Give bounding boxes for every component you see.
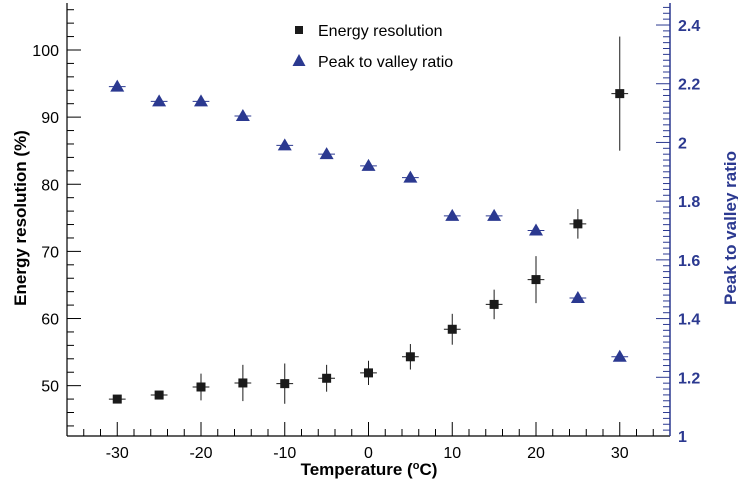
y-tick-label: 60 [41,312,59,329]
energy-point [154,390,164,400]
legend-label-energy: Energy resolution [318,23,443,40]
peak-point [403,170,418,183]
peak-point [445,208,460,221]
energy-point [573,219,583,229]
energy-point [615,89,625,99]
legend-marker-energy [295,26,303,34]
x-tick-label: -30 [106,445,129,462]
energy-point [280,379,290,389]
y-tick-label: 50 [41,379,59,396]
peak-point [529,223,543,236]
energy-point [322,373,332,383]
energy-point [196,382,206,392]
peak-point [487,208,502,221]
y2-tick-label: 2.2 [678,77,700,94]
peak-point [152,94,167,107]
x-tick-label: 30 [611,445,629,462]
energy-point [447,324,457,334]
y-tick-label: 80 [41,177,59,194]
peak-point [612,349,627,362]
energy-point [112,394,122,404]
y-tick-label: 90 [41,110,59,127]
y-tick-label: 100 [32,43,59,60]
y2-tick-label: 1.2 [678,370,700,387]
y2-tick-label: 2.4 [678,18,700,35]
energy-point [489,299,499,309]
energy-point [238,378,248,388]
ticks: -30 -20 -10 0 10 20 30 50 60 70 80 90 100 1 1.2 1.4 1.6 1… [32,6,700,462]
legend: Energy resolution Peak to valley ratio [292,23,453,71]
x-tick-label: 20 [527,445,545,462]
legend-marker-peak [292,54,306,66]
x-tick-label: 10 [443,445,461,462]
data-marks [108,36,629,404]
y2-tick-label: 1 [678,429,687,446]
peak-point [277,138,292,151]
x-tick-label: -10 [273,445,296,462]
peak-point [319,147,334,160]
legend-label-peak: Peak to valley ratio [318,54,453,71]
y2-tick-label: 1.8 [678,194,700,211]
peak-point [194,94,208,107]
y-tick-label: 70 [41,244,59,261]
x-tick-label: 0 [364,445,373,462]
energy-point [531,275,541,285]
y-axis-label: Energy resolution (%) [11,130,30,306]
peak-point [361,158,376,171]
x-tick-label: -20 [189,445,212,462]
y2-tick-label: 2 [678,135,687,152]
y2-tick-label: 1.4 [678,312,700,329]
peak-point [235,109,250,122]
peak-point [570,291,585,304]
y2-tick-label: 1.6 [678,253,700,270]
energy-point [405,352,415,362]
energy-point [364,368,373,378]
peak-point [110,79,125,92]
x-axis-label: Temperature (oC) [301,460,438,479]
y2-axis-label: Peak to valley ratio [721,151,738,305]
